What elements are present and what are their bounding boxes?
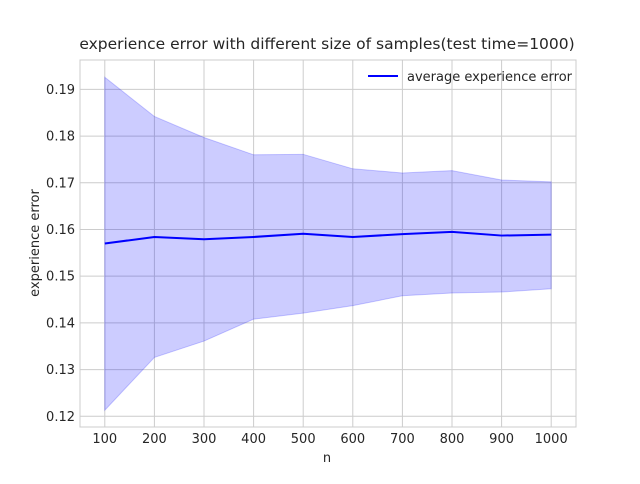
chart-title: experience error with different size of … <box>79 35 574 53</box>
confidence-band-area <box>104 76 552 412</box>
y-tick-label: 0.13 <box>46 363 75 378</box>
y-axis-ticks: 0.12 0.13 0.14 0.15 0.16 0.17 0.18 0.19 <box>46 83 75 425</box>
y-axis-label: experience error <box>28 189 43 297</box>
y-tick-label: 0.16 <box>46 223 75 238</box>
x-tick-label: 700 <box>390 432 415 447</box>
y-tick-label: 0.12 <box>46 410 75 425</box>
y-tick-label: 0.19 <box>46 83 75 98</box>
x-tick-label: 900 <box>489 432 514 447</box>
series-lines <box>104 230 552 245</box>
y-tick-label: 0.17 <box>46 176 75 191</box>
x-axis-ticks: 100 200 300 400 500 600 700 800 900 1000 <box>92 432 567 447</box>
plot-frame <box>79 59 577 428</box>
y-tick-label: 0.18 <box>46 130 75 145</box>
x-tick-label: 600 <box>340 432 365 447</box>
y-tick-label: 0.15 <box>46 270 75 285</box>
y-tick-label: 0.14 <box>46 316 75 331</box>
grid <box>80 60 576 427</box>
legend: average experience error <box>368 70 573 85</box>
confidence-band <box>104 76 552 412</box>
x-axis-label: n <box>323 451 331 466</box>
x-tick-label: 100 <box>92 432 117 447</box>
x-tick-label: 1000 <box>535 432 568 447</box>
x-tick-label: 300 <box>192 432 217 447</box>
legend-label: average experience error <box>407 70 573 85</box>
x-tick-label: 800 <box>440 432 465 447</box>
x-tick-label: 200 <box>142 432 167 447</box>
x-tick-label: 500 <box>291 432 316 447</box>
series-line <box>104 230 552 245</box>
x-tick-label: 400 <box>241 432 266 447</box>
